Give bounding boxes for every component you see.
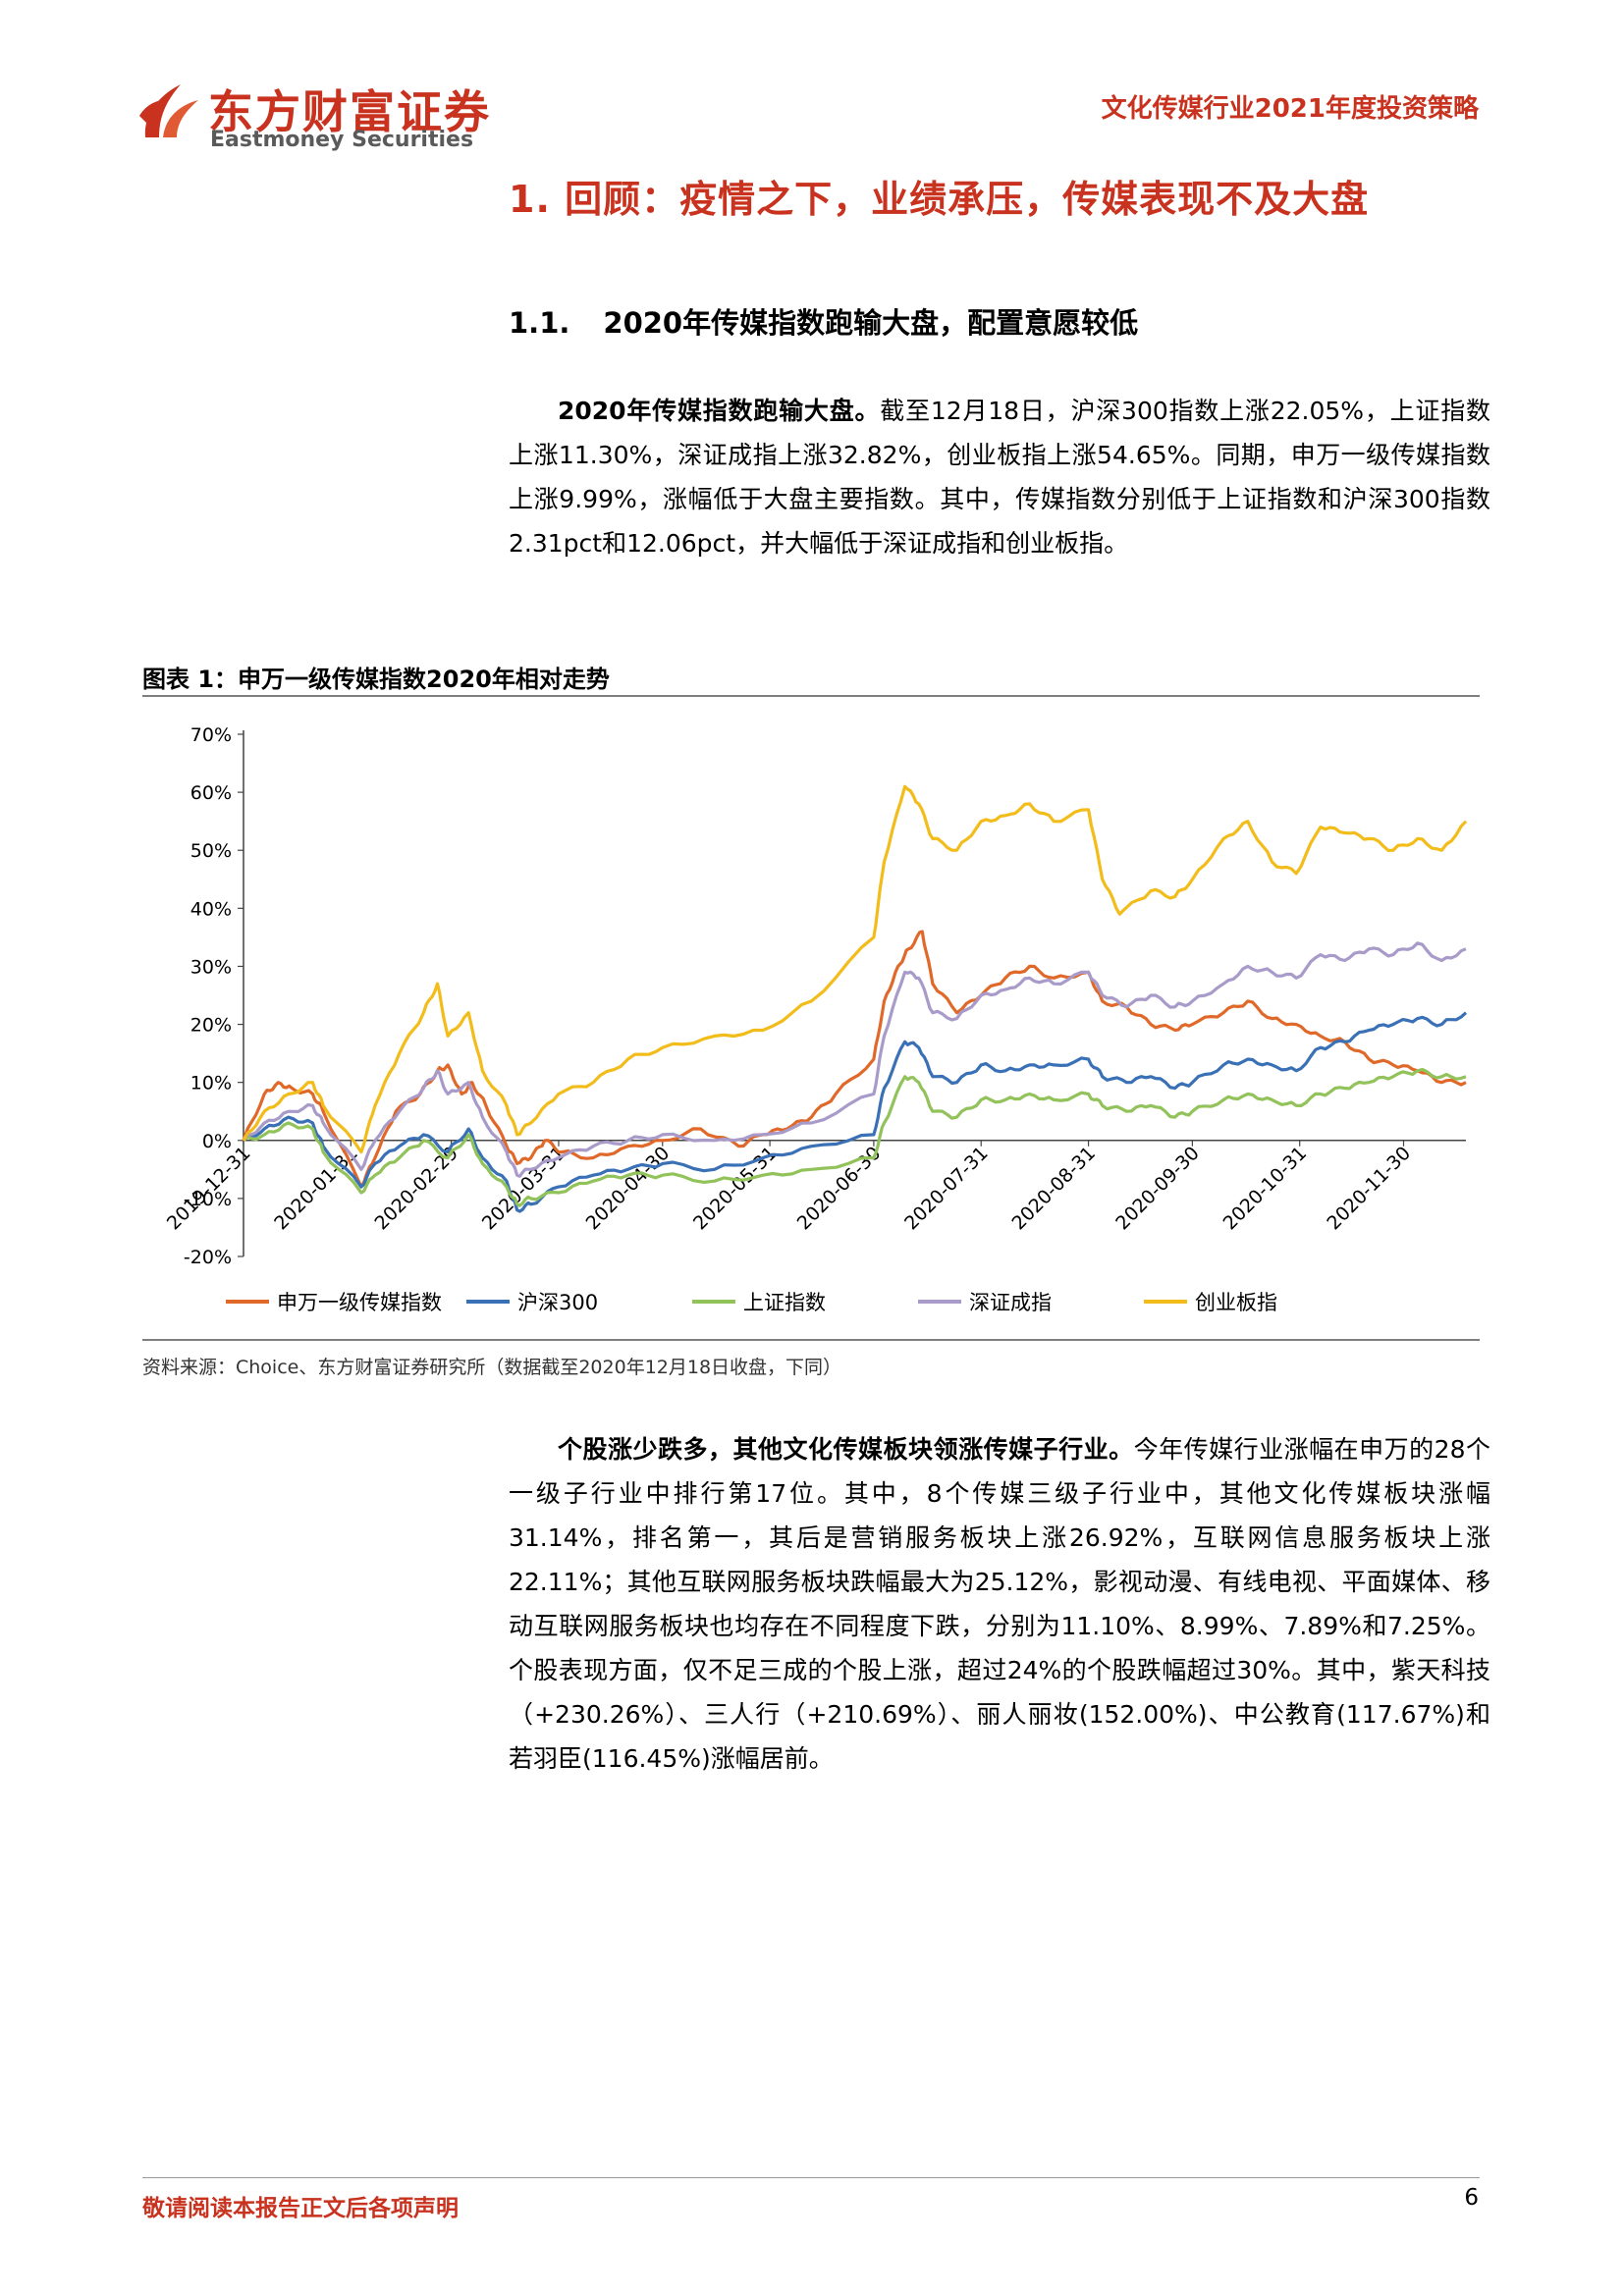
- y-tick-label: 40%: [190, 898, 232, 920]
- paragraph-lead: 个股涨少跌多，其他文化传媒板块领涨传媒子行业。: [558, 1435, 1134, 1464]
- legend-label: 申万一级传媒指数: [277, 1291, 442, 1314]
- y-tick-label: -10%: [184, 1189, 232, 1210]
- line-chart: -20% -10% 0% 10% 20% 30% 40% 50% 60% 70% 2019-12-3…: [163, 724, 1468, 1314]
- y-tick-label: -20%: [184, 1247, 232, 1268]
- figure-bottom-rule: [142, 1339, 1480, 1341]
- paragraph-stocks: 个股涨少跌多，其他文化传媒板块领涨传媒子行业。今年传媒行业涨幅在申万的28个一级…: [509, 1427, 1490, 1781]
- y-tick-label: 70%: [190, 724, 232, 746]
- footer-rule: [142, 2177, 1480, 2178]
- x-tick-label: 2020-11-30: [1323, 1143, 1415, 1235]
- page-number: 6: [1464, 2185, 1479, 2211]
- y-tick-label: 20%: [190, 1015, 232, 1037]
- figure-source: 资料来源：Choice、东方财富证券研究所（数据截至2020年12月18日收盘，…: [142, 1357, 842, 1378]
- series-line-0: [242, 930, 1467, 1189]
- series-line-4: [242, 784, 1468, 1154]
- series-line-2: [242, 1067, 1467, 1207]
- x-tick-label: 2020-08-31: [1007, 1143, 1100, 1235]
- y-tick-label: 0%: [202, 1131, 232, 1152]
- footer-disclaimer: 敬请阅读本报告正文后各项声明: [142, 2196, 459, 2221]
- paragraph-body: 截至12月18日，沪深300指数上涨22.05%，上证指数上涨11.30%，深证…: [509, 397, 1490, 558]
- figure-top-rule: [142, 695, 1480, 697]
- logo-mark-icon: [139, 84, 198, 137]
- chart-legend: 申万一级传媒指数 沪深300 上证指数 深证成指 创业板指: [226, 1291, 1277, 1314]
- legend-label: 上证指数: [743, 1291, 826, 1314]
- subsection-number: 1.1.: [509, 306, 570, 340]
- paragraph-lead: 2020年传媒指数跑输大盘。: [558, 397, 881, 425]
- section-heading: 1. 回顾：疫情之下，业绩承压，传媒表现不及大盘: [509, 178, 1370, 221]
- x-tick-label: 2020-07-31: [900, 1143, 993, 1235]
- series-line-1: [242, 1011, 1468, 1213]
- y-tick-label: 60%: [190, 782, 232, 804]
- legend-label: 创业板指: [1195, 1291, 1277, 1314]
- paragraph-media-index: 2020年传媒指数跑输大盘。截至12月18日，沪深300指数上涨22.05%，上…: [509, 389, 1490, 565]
- subsection-title: 2020年传媒指数跑输大盘，配置意愿较低: [603, 306, 1139, 340]
- series-line-3: [242, 941, 1467, 1178]
- subsection-heading: 1.1. 2020年传媒指数跑输大盘，配置意愿较低: [509, 300, 1138, 342]
- legend-label: 沪深300: [517, 1291, 598, 1314]
- x-tick-label: 2020-06-30: [793, 1143, 886, 1235]
- logo-text-cn: 东方财富证券: [208, 85, 491, 138]
- y-tick-label: 10%: [190, 1073, 232, 1095]
- x-tick-label: 2020-10-31: [1219, 1143, 1312, 1235]
- figure-title: 图表 1：申万一级传媒指数2020年相对走势: [142, 666, 610, 693]
- legend-label: 深证成指: [969, 1291, 1052, 1314]
- x-tick-label: 2019-12-31: [163, 1143, 255, 1235]
- y-tick-label: 30%: [190, 956, 232, 978]
- x-tick-label: 2020-09-30: [1111, 1143, 1204, 1235]
- y-tick-label: 50%: [190, 840, 232, 862]
- logo-text-en: Eastmoney Securities: [210, 128, 474, 152]
- chart-series: [242, 784, 1468, 1213]
- paragraph-body: 今年传媒行业涨幅在申万的28个一级子行业中排行第17位。其中，8个传媒三级子行业…: [509, 1435, 1490, 1773]
- report-title: 文化传媒行业2021年度投资策略: [1101, 94, 1479, 124]
